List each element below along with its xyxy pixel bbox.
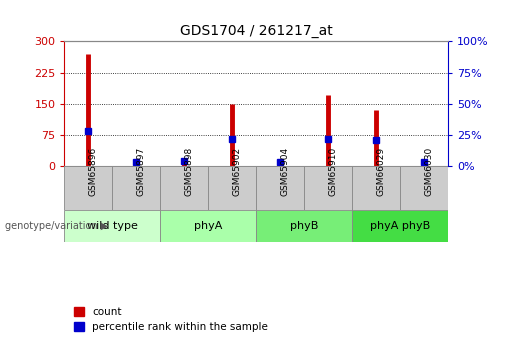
FancyBboxPatch shape: [352, 210, 448, 241]
Text: wild type: wild type: [87, 221, 138, 231]
Text: GSM65902: GSM65902: [232, 147, 241, 196]
Text: GSM65897: GSM65897: [136, 147, 145, 196]
FancyBboxPatch shape: [160, 166, 208, 210]
FancyBboxPatch shape: [256, 166, 304, 210]
Text: genotype/variation ▶: genotype/variation ▶: [5, 221, 108, 231]
FancyBboxPatch shape: [64, 210, 160, 241]
FancyBboxPatch shape: [208, 166, 256, 210]
Text: GSM65898: GSM65898: [184, 147, 193, 196]
Text: phyA: phyA: [194, 221, 222, 231]
Text: phyB: phyB: [290, 221, 318, 231]
Text: GSM66029: GSM66029: [376, 147, 385, 196]
FancyBboxPatch shape: [64, 166, 112, 210]
Text: phyA phyB: phyA phyB: [370, 221, 430, 231]
Text: GSM66030: GSM66030: [424, 147, 433, 196]
FancyBboxPatch shape: [112, 166, 160, 210]
Legend: count, percentile rank within the sample: count, percentile rank within the sample: [70, 303, 272, 336]
Text: GSM65904: GSM65904: [280, 147, 289, 196]
FancyBboxPatch shape: [400, 166, 448, 210]
FancyBboxPatch shape: [352, 166, 400, 210]
Text: GSM65910: GSM65910: [328, 147, 337, 196]
Text: GSM65896: GSM65896: [89, 147, 97, 196]
Title: GDS1704 / 261217_at: GDS1704 / 261217_at: [180, 23, 333, 38]
FancyBboxPatch shape: [160, 210, 256, 241]
FancyBboxPatch shape: [256, 210, 352, 241]
FancyBboxPatch shape: [304, 166, 352, 210]
